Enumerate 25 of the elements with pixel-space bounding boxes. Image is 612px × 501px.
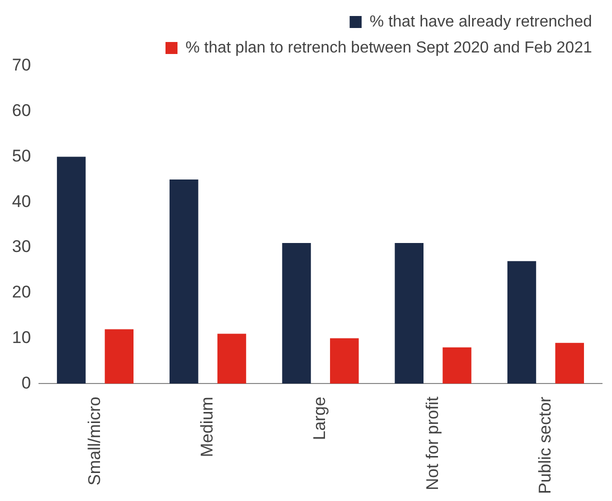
bar: [282, 242, 311, 384]
x-tick-label: Not for profit: [422, 396, 442, 490]
bar: [170, 179, 198, 384]
y-tick-label: 70: [12, 56, 31, 75]
x-tick-label: Public sector: [535, 396, 554, 494]
y-tick-label: 30: [12, 237, 31, 256]
bar: [442, 347, 472, 384]
bar: [330, 338, 359, 384]
bar: [555, 342, 584, 384]
bar: [507, 261, 536, 384]
bar: [104, 329, 134, 384]
y-tick-label: 0: [21, 373, 31, 392]
bar: [56, 156, 86, 384]
x-tick-label: Small/micro: [84, 396, 104, 486]
legend-label: % that plan to retrench between Sept 2020 and Feb 2021: [185, 39, 592, 56]
y-tick-label: 60: [12, 101, 31, 120]
x-tick-label: Large: [310, 396, 330, 440]
y-tick-label: 20: [12, 282, 31, 302]
x-tick-label: Medium: [198, 396, 217, 458]
legend-label: % that have already retrenched: [370, 13, 592, 30]
y-tick-label: 40: [12, 192, 31, 211]
bar: [394, 242, 424, 384]
y-tick-label: 10: [12, 328, 31, 347]
y-tick-label: 50: [12, 146, 31, 166]
bar: [217, 334, 246, 384]
